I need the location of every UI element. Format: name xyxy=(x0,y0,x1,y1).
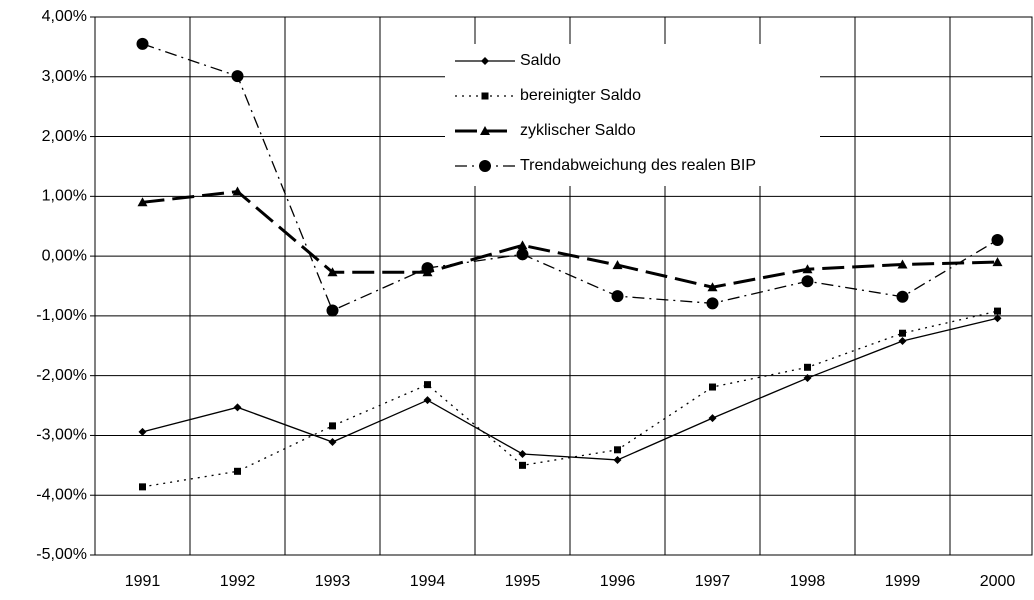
point xyxy=(804,363,811,371)
y-tick-label: 2,00% xyxy=(42,128,87,145)
point xyxy=(424,381,431,389)
y-tick-label: 3,00% xyxy=(42,68,87,85)
point xyxy=(709,383,716,391)
point xyxy=(519,461,526,469)
point xyxy=(329,422,336,430)
point xyxy=(802,264,813,274)
point xyxy=(518,449,527,458)
point xyxy=(231,70,244,83)
x-tick-label: 1995 xyxy=(505,573,541,590)
point xyxy=(137,197,148,207)
y-tick-label: -2,00% xyxy=(36,367,87,384)
point xyxy=(897,259,908,269)
point xyxy=(708,414,717,423)
point xyxy=(899,329,906,337)
legend-label: Trendabweichung des realen BIP xyxy=(520,157,756,174)
point xyxy=(136,37,149,50)
point xyxy=(138,427,147,436)
point xyxy=(327,267,338,277)
point xyxy=(803,374,812,383)
legend-box xyxy=(445,44,820,186)
series-line xyxy=(142,43,998,312)
point xyxy=(707,282,718,292)
x-tick-label: 2000 xyxy=(980,573,1016,590)
y-tick-label: -4,00% xyxy=(36,486,87,503)
point xyxy=(481,92,489,100)
point xyxy=(992,257,1003,267)
y-tick-label: 1,00% xyxy=(42,188,87,205)
series-line xyxy=(142,317,998,461)
x-tick-label: 1994 xyxy=(410,573,446,590)
point xyxy=(613,455,622,464)
point xyxy=(611,290,624,303)
legend-label: zyklischer Saldo xyxy=(520,122,636,139)
point xyxy=(614,446,621,454)
point xyxy=(612,260,623,270)
x-tick-label: 1992 xyxy=(220,573,256,590)
point xyxy=(328,438,337,447)
x-tick-label: 1998 xyxy=(790,573,826,590)
legend: Saldo bereinigter Saldo zyklischer Saldo Tr… xyxy=(445,44,820,186)
x-tick-label: 1996 xyxy=(600,573,636,590)
series-line xyxy=(142,310,998,488)
x-tick-label: 1999 xyxy=(885,573,921,590)
y-tick-label: -5,00% xyxy=(36,546,87,563)
x-tick-label: 1991 xyxy=(125,573,161,590)
legend-label: Saldo xyxy=(520,52,561,69)
point xyxy=(233,403,242,412)
y-tick-label: -1,00% xyxy=(36,307,87,324)
x-tick-label: 1993 xyxy=(315,573,351,590)
y-tick-label: -3,00% xyxy=(36,427,87,444)
point xyxy=(706,297,719,310)
y-tick-label: 4,00% xyxy=(42,8,87,25)
legend-label: bereinigter Saldo xyxy=(520,87,641,104)
point xyxy=(994,307,1001,315)
point xyxy=(423,396,432,405)
point xyxy=(139,483,146,491)
point xyxy=(898,336,907,345)
point xyxy=(517,240,528,250)
point xyxy=(326,304,339,317)
y-tick-label: 0,00% xyxy=(42,247,87,264)
point xyxy=(896,290,909,303)
point xyxy=(234,467,241,475)
point xyxy=(421,262,434,275)
point xyxy=(801,275,814,288)
point xyxy=(481,57,489,65)
point xyxy=(232,186,243,196)
point xyxy=(993,314,1002,323)
x-tick-label: 1997 xyxy=(695,573,731,590)
series-line xyxy=(142,189,998,289)
point xyxy=(991,233,1004,246)
point xyxy=(479,160,491,172)
plot-frame xyxy=(94,16,1033,556)
point xyxy=(516,248,529,261)
point xyxy=(480,126,490,135)
